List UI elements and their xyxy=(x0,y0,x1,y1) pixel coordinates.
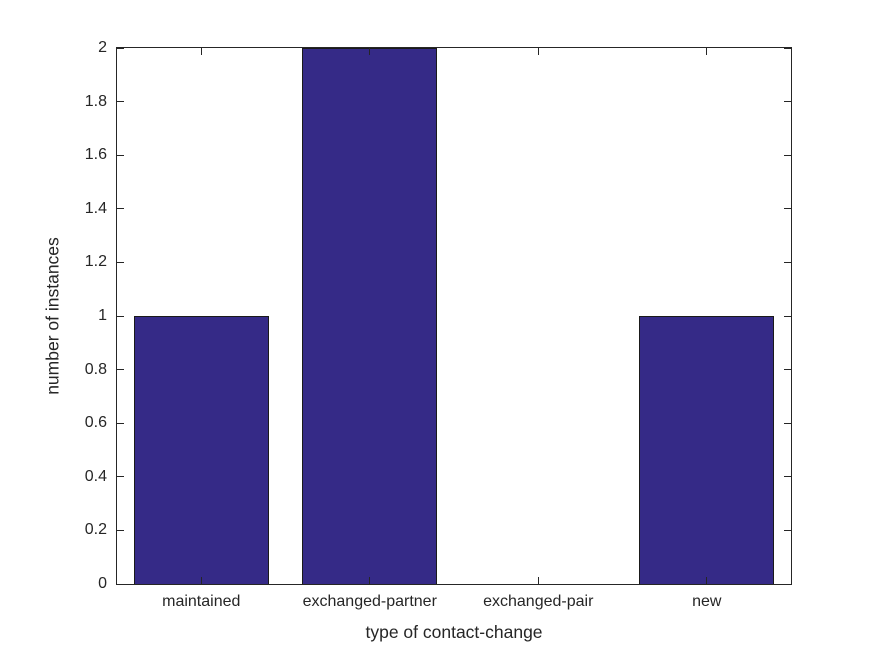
y-tick-mark xyxy=(784,47,791,49)
y-tick-label-2: 2 xyxy=(98,39,107,56)
y-tick-mark xyxy=(784,101,791,103)
y-tick-label-0.2: 0.2 xyxy=(84,521,107,539)
x-tick-mark xyxy=(200,48,202,55)
x-axis-label: type of contact-change xyxy=(365,622,543,642)
y-tick-label-0: 0 xyxy=(98,575,107,592)
x-tick-mark xyxy=(537,577,539,584)
bar-exchanged-partner xyxy=(302,48,438,584)
x-tick-label-exchanged-pair: exchanged-pair xyxy=(483,593,594,610)
y-tick-mark xyxy=(117,369,124,371)
y-tick-mark xyxy=(117,208,124,210)
plot-area xyxy=(116,47,792,585)
y-tick-mark xyxy=(784,369,791,371)
y-tick-mark xyxy=(784,208,791,210)
x-tick-mark xyxy=(706,48,708,55)
y-tick-mark xyxy=(784,154,791,156)
x-tick-label-maintained: maintained xyxy=(162,593,241,610)
y-tick-mark xyxy=(117,315,124,317)
y-tick-mark xyxy=(117,422,124,424)
y-tick-mark xyxy=(784,315,791,317)
y-tick-mark xyxy=(117,529,124,531)
y-tick-mark xyxy=(784,583,791,585)
y-tick-label-0.6: 0.6 xyxy=(84,414,107,432)
y-tick-mark xyxy=(117,154,124,156)
y-tick-mark xyxy=(117,261,124,263)
y-tick-mark xyxy=(117,47,124,49)
y-tick-label-1.4: 1.4 xyxy=(84,199,107,217)
y-tick-mark xyxy=(784,476,791,478)
bar-maintained xyxy=(133,316,269,584)
y-tick-mark xyxy=(784,422,791,424)
y-tick-label-0.4: 0.4 xyxy=(84,467,107,485)
y-tick-mark xyxy=(117,476,124,478)
x-tick-mark xyxy=(537,48,539,55)
y-tick-mark xyxy=(784,261,791,263)
y-tick-mark xyxy=(117,101,124,103)
y-tick-mark xyxy=(117,583,124,585)
y-tick-label-1.8: 1.8 xyxy=(84,92,107,110)
x-tick-label-exchanged-partner: exchanged-partner xyxy=(302,593,437,610)
x-tick-mark xyxy=(369,48,371,55)
bar-new xyxy=(639,316,775,584)
x-tick-label-new: new xyxy=(692,593,722,610)
y-tick-mark xyxy=(784,529,791,531)
y-axis-label: number of instances xyxy=(42,237,63,395)
y-tick-label-1.6: 1.6 xyxy=(84,146,107,164)
x-tick-mark xyxy=(706,577,708,584)
x-tick-mark xyxy=(369,577,371,584)
x-tick-mark xyxy=(200,577,202,584)
